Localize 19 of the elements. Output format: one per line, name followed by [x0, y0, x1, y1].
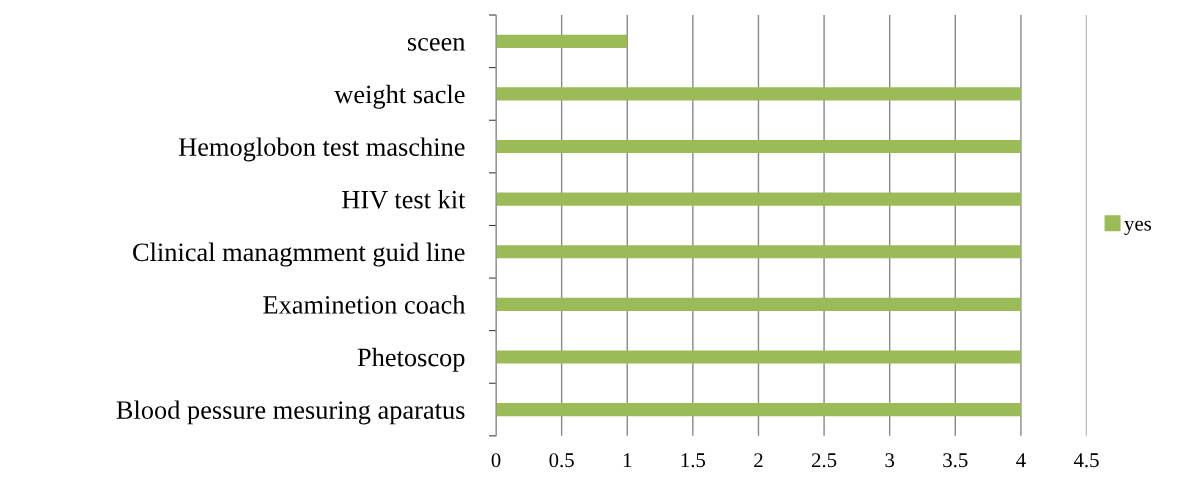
- x-tick-label: 2: [754, 453, 763, 467]
- y-tick-label: weight sacle: [334, 84, 465, 109]
- x-tick-label: 0: [491, 453, 501, 468]
- y-tick-label: sceen: [407, 38, 466, 51]
- x-tick-label: 0.5: [549, 453, 574, 468]
- y-tick-label: Clinical managmment guid line: [133, 242, 465, 267]
- y-tick-label: HIV test kit: [342, 189, 466, 209]
- x-tick-label: 3.5: [943, 453, 968, 468]
- y-tick-label: Blood pessure mesuring aparatus: [116, 400, 465, 425]
- x-tick-label: 1.5: [681, 453, 706, 468]
- legend-label: yes: [1124, 220, 1152, 235]
- y-tick-label: Hemoglobon test maschine: [178, 137, 465, 162]
- x-tick-label: 4: [1016, 453, 1026, 467]
- y-tick-label: Examinetion coach: [263, 295, 466, 314]
- x-tick-label: 2.5: [811, 453, 837, 468]
- x-tick-label: 3: [885, 453, 895, 468]
- x-tick-label: 4.5: [1073, 453, 1099, 468]
- x-tick-label: 1: [623, 453, 632, 467]
- y-tick-label: Phetoscop: [357, 347, 465, 372]
